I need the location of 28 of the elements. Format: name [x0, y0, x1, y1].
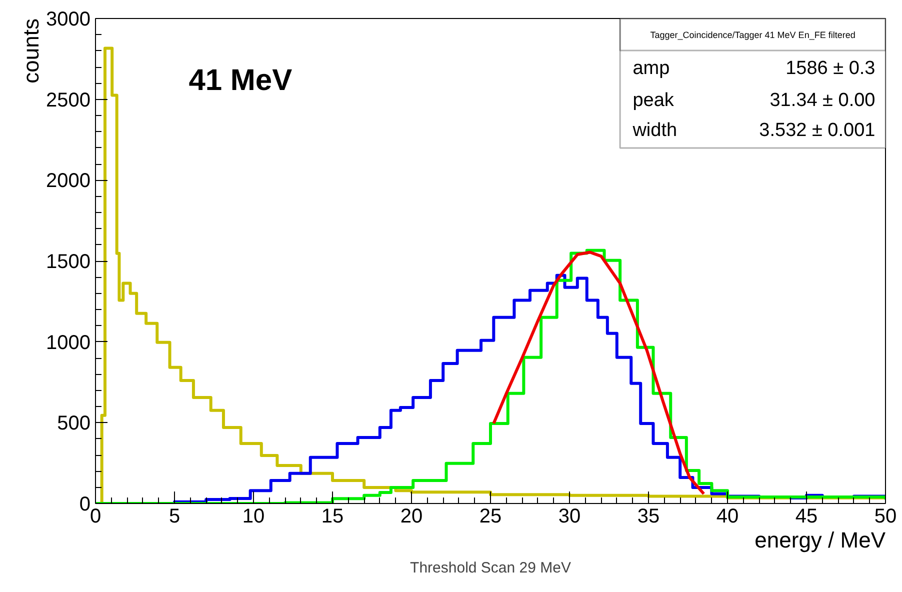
x-tick-label: 45: [795, 506, 818, 528]
annotation: width: [632, 120, 678, 142]
y-tick-label: 2000: [46, 170, 91, 192]
annotation: 3.532 ± 0.001: [759, 120, 876, 142]
x-tick-label: 5: [168, 506, 180, 528]
annotation: 41 MeV: [188, 64, 292, 98]
y-tick-label: 1000: [46, 332, 91, 354]
annotation: 31.34 ± 0.00: [770, 90, 876, 111]
x-tick-label: 40: [716, 506, 739, 528]
annotation: peak: [632, 90, 674, 111]
y-tick-label: 3000: [46, 8, 91, 30]
line-series: [492, 250, 706, 496]
x-tick-label: 30: [558, 506, 581, 528]
text: Threshold Scan 29 MeV: [410, 560, 571, 576]
x-tick-label: 50: [874, 506, 897, 528]
x-tick-label: 20: [400, 506, 423, 528]
x-tick-label: 10: [242, 506, 265, 528]
x-axis-title: energy / MeV: [754, 528, 886, 552]
x-tick-label: 35: [637, 506, 660, 528]
y-tick-label: 1500: [46, 251, 91, 273]
y-axis-title: counts: [18, 18, 44, 84]
annotation: Tagger_Coincidence/Tagger 41 MeV En_FE filtered: [650, 30, 856, 40]
y-tick-label: 2500: [46, 89, 91, 112]
annotation: amp: [632, 58, 670, 79]
x-tick-label: 15: [321, 506, 344, 528]
y-tick-label: 500: [57, 412, 91, 435]
x-tick-label: 25: [479, 506, 502, 528]
annotation: 1586 ± 0.3: [786, 58, 876, 79]
